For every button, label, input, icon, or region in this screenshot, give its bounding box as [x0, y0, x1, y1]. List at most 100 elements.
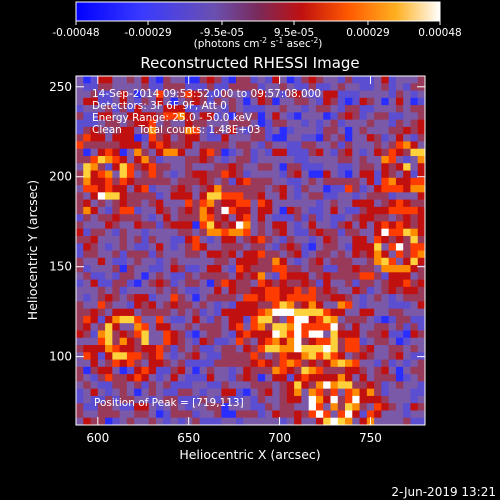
heatmap-cell — [199, 214, 208, 222]
heatmap-cell — [192, 90, 200, 99]
heatmap-cell — [163, 221, 171, 230]
heatmap-cell — [279, 330, 288, 339]
heatmap-cell — [163, 97, 171, 106]
heatmap-cell — [257, 90, 266, 99]
heatmap-cell — [228, 83, 237, 91]
heatmap-cell — [148, 417, 157, 425]
heatmap-cell — [250, 403, 259, 411]
heatmap-cell — [337, 148, 346, 157]
heatmap-cell — [330, 359, 339, 368]
heatmap-cell — [221, 192, 230, 200]
heatmap-cell — [83, 119, 91, 128]
heatmap-cell — [374, 235, 382, 244]
heatmap-cell — [381, 279, 390, 288]
heatmap-cell — [119, 352, 128, 360]
heatmap-cell — [294, 366, 302, 375]
heatmap-cell — [105, 148, 113, 157]
heatmap-cell — [301, 163, 310, 171]
heatmap-cell — [235, 323, 244, 331]
heatmap-cell — [315, 301, 324, 310]
heatmap-cell — [206, 345, 215, 353]
heatmap-cell — [170, 199, 179, 208]
heatmap-cell — [410, 221, 419, 230]
heatmap-cell — [235, 148, 244, 157]
heatmap-cell — [119, 388, 128, 397]
heatmap-cell — [97, 308, 106, 317]
heatmap-cell — [141, 163, 150, 171]
heatmap-cell — [148, 105, 157, 113]
heatmap-cell — [170, 76, 179, 84]
heatmap-cell — [97, 352, 106, 360]
heatmap-cell — [206, 388, 215, 397]
heatmap-cell — [221, 403, 230, 411]
heatmap-cell — [388, 76, 397, 84]
heatmap-cell — [345, 235, 353, 244]
heatmap-cell — [337, 265, 346, 273]
heatmap-cell — [185, 286, 193, 295]
heatmap-cell — [199, 315, 208, 324]
heatmap-cell — [337, 417, 346, 425]
heatmap-cell — [163, 170, 171, 179]
heatmap-cell — [337, 403, 346, 411]
heatmap-cell — [105, 199, 113, 208]
heatmap-cell — [374, 330, 382, 339]
heatmap-cell — [185, 294, 193, 302]
heatmap-cell — [105, 185, 113, 193]
heatmap-cell — [410, 374, 419, 382]
heatmap-cell — [301, 192, 310, 200]
heatmap-cell — [235, 97, 244, 106]
heatmap-cell — [308, 206, 317, 215]
heatmap-cell — [315, 250, 324, 259]
heatmap-cell — [134, 417, 142, 425]
heatmap-cell — [214, 403, 222, 411]
y-axis-label: Heliocentric Y (arcsec) — [25, 180, 40, 320]
heatmap-cell — [337, 90, 346, 99]
heatmap-cell — [83, 206, 91, 215]
heatmap-cell — [388, 170, 397, 179]
heatmap-cell — [417, 250, 425, 259]
heatmap-cell — [228, 308, 237, 317]
heatmap-cell — [308, 163, 317, 171]
heatmap-cell — [228, 315, 237, 324]
heatmap-cell — [308, 330, 317, 339]
heatmap-cell — [134, 170, 142, 179]
heatmap-cell — [228, 345, 237, 353]
heatmap-cell — [141, 366, 150, 375]
heatmap-cell — [141, 112, 150, 121]
heatmap-cell — [366, 308, 375, 317]
heatmap-cell — [199, 265, 208, 273]
heatmap-cell — [177, 265, 186, 273]
heatmap-cell — [301, 177, 310, 186]
annotation-energy: Energy Range: 25.0 - 50.0 keV — [92, 112, 253, 124]
heatmap-cell — [337, 235, 346, 244]
heatmap-cell — [141, 83, 150, 91]
heatmap-cell — [112, 366, 121, 375]
heatmap-cell — [279, 315, 288, 324]
heatmap-cell — [105, 141, 113, 150]
heatmap-cell — [374, 315, 382, 324]
heatmap-cell — [163, 185, 171, 193]
heatmap-cell — [141, 76, 150, 84]
heatmap-cell — [345, 272, 353, 280]
heatmap-cell — [83, 199, 91, 208]
heatmap-cell — [315, 337, 324, 346]
heatmap-cell — [366, 366, 375, 375]
heatmap-cell — [294, 214, 302, 222]
heatmap-cell — [359, 250, 368, 259]
heatmap-cell — [76, 265, 84, 273]
heatmap-cell — [294, 374, 302, 382]
heatmap-cell — [294, 315, 302, 324]
heatmap-cell — [134, 90, 142, 99]
heatmap-cell — [301, 286, 310, 295]
heatmap-cell — [315, 315, 324, 324]
heatmap-cell — [170, 286, 179, 295]
heatmap-cell — [170, 243, 179, 251]
heatmap-cell — [337, 374, 346, 382]
heatmap-cell — [228, 177, 237, 186]
heatmap-cell — [286, 214, 295, 222]
heatmap-cell — [337, 170, 346, 179]
heatmap-cell — [112, 359, 121, 368]
heatmap-cell — [337, 185, 346, 193]
heatmap-cell — [257, 206, 266, 215]
heatmap-cell — [345, 243, 353, 251]
